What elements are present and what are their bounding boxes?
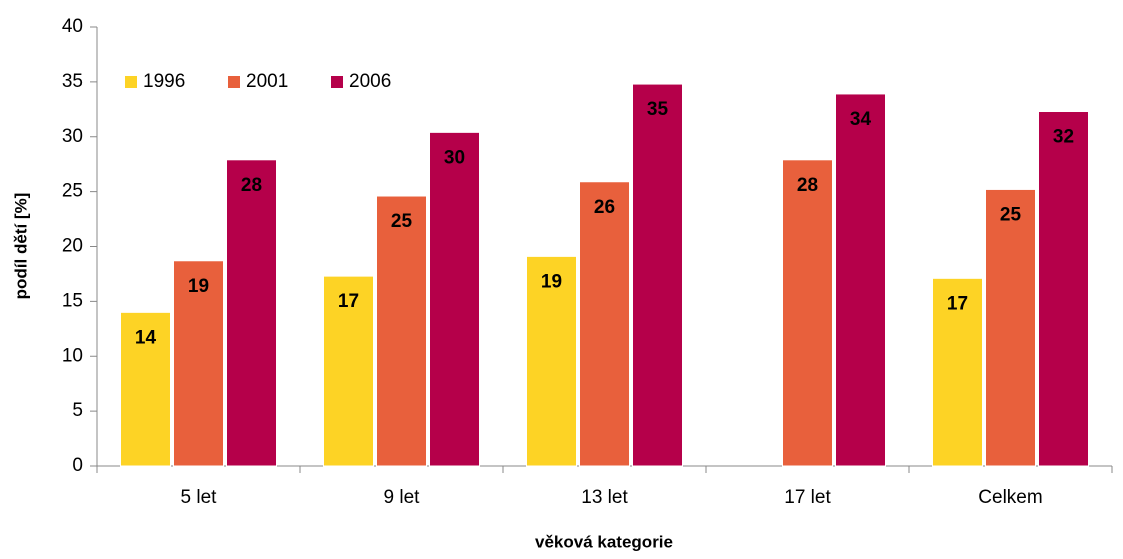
y-tick-label: 40 [62,16,83,37]
x-tick-label: 9 let [384,487,421,508]
data-label: 28 [241,175,262,196]
data-label: 26 [594,197,615,218]
bar [782,159,833,467]
bar [429,131,480,467]
data-label: 34 [850,109,872,130]
x-tick-label: Celkem [978,487,1042,508]
y-axis-title: podíl dětí [%] [11,193,30,300]
bar [835,93,886,467]
bar [1038,111,1089,467]
y-tick-label: 0 [72,455,83,476]
legend-swatch [125,76,137,88]
y-tick-label: 10 [62,345,83,366]
x-tick-label: 13 let [581,487,628,508]
legend-swatch [228,76,240,88]
data-label: 25 [391,211,413,232]
y-tick-label: 5 [72,400,83,421]
legend-swatch [331,76,343,88]
y-tick-label: 15 [62,290,83,311]
x-axis-title: věková kategorie [535,532,673,551]
bar [323,275,374,467]
legend-label: 2006 [349,71,391,92]
bar [985,188,1036,467]
bar [526,255,577,467]
y-tick-label: 25 [62,181,83,202]
bar [579,181,630,467]
bar [932,277,983,467]
x-tick-label: 5 let [181,487,218,508]
bar [376,195,427,467]
data-label: 19 [188,276,209,297]
y-tick-label: 20 [62,236,83,257]
data-label: 17 [947,293,968,314]
bar [120,311,171,467]
x-tick-label: 17 let [784,487,831,508]
legend-label: 2001 [246,71,288,92]
data-label: 14 [135,327,157,348]
bar [173,260,224,467]
bar [226,159,277,467]
data-label: 28 [797,175,818,196]
data-label: 25 [1000,204,1022,225]
legend-label: 1996 [143,71,185,92]
bar [632,83,683,467]
data-label: 35 [647,99,669,120]
data-label: 19 [541,271,562,292]
data-label: 32 [1053,127,1074,148]
y-tick-label: 35 [62,71,83,92]
data-label: 17 [338,291,359,312]
y-tick-label: 30 [62,126,83,147]
data-label: 30 [444,147,465,168]
